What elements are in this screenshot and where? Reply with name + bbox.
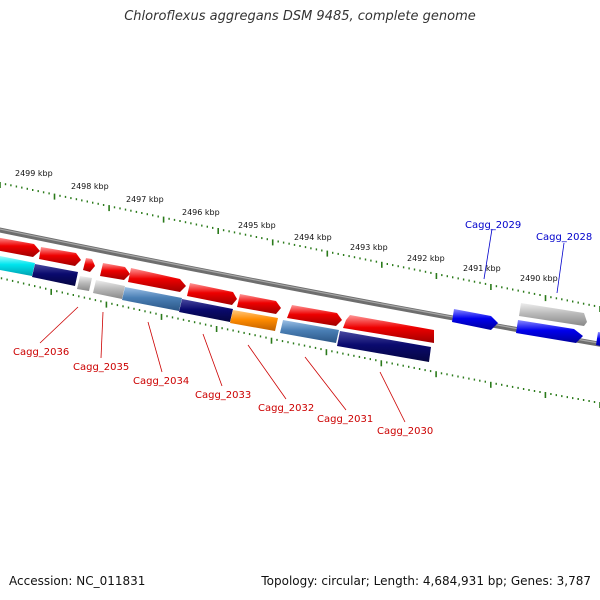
gene-feature-red[interactable]: [39, 247, 81, 266]
gene-feature-blue[interactable]: [516, 320, 583, 343]
gene-feature-red[interactable]: [0, 237, 40, 257]
gene-feature-blue[interactable]: [596, 332, 600, 347]
gene-feature-navy[interactable]: [32, 264, 78, 286]
inner-tick-track: [0, 277, 600, 408]
label-leader-line: [147, 321, 163, 373]
scale-label: 2498 kbp: [71, 182, 109, 191]
genome-summary-text: Topology: circular; Length: 4,684,931 bp…: [261, 574, 591, 588]
scale-label: 2496 kbp: [182, 208, 220, 217]
gene-feature-blue[interactable]: [452, 309, 498, 330]
forward-strand-features: [0, 237, 600, 347]
gene-feature-gray[interactable]: [519, 303, 587, 326]
label-leader-line: [39, 306, 79, 344]
gene-label-cagg-2033[interactable]: Cagg_2033: [195, 390, 251, 401]
gene-feature-red[interactable]: [128, 268, 186, 292]
scale-label: 2499 kbp: [15, 169, 53, 178]
reverse-strand-features: [0, 255, 431, 362]
gene-label-cagg-2036[interactable]: Cagg_2036: [13, 347, 69, 358]
gene-label-cagg-2030[interactable]: Cagg_2030: [377, 426, 433, 437]
gene-feature-red[interactable]: [287, 305, 342, 326]
gene-label-cagg-2031[interactable]: Cagg_2031: [317, 414, 373, 425]
accession-text: Accession: NC_011831: [9, 574, 146, 588]
gene-feature-orange[interactable]: [230, 310, 278, 331]
scale-label: 2491 kbp: [463, 264, 501, 273]
gene-feature-steel[interactable]: [122, 287, 182, 311]
label-leader-line: [379, 371, 406, 423]
scale-label: 2490 kbp: [520, 274, 558, 283]
gene-feature-cyan[interactable]: [0, 255, 35, 276]
label-leader-line: [100, 311, 104, 359]
label-leader-line: [202, 333, 223, 387]
gene-label-cagg-2035[interactable]: Cagg_2035: [73, 362, 129, 373]
scale-labels: 2499 kbp 2498 kbp 2497 kbp 2496 kbp 2495…: [15, 169, 558, 283]
scale-label: 2497 kbp: [126, 195, 164, 204]
label-leader-line: [304, 356, 347, 411]
gene-feature-red[interactable]: [237, 294, 281, 314]
gene-feature-steel[interactable]: [280, 320, 339, 343]
gene-feature-gray[interactable]: [93, 280, 125, 299]
gene-feature-red[interactable]: [187, 283, 237, 305]
gene-feature-gray[interactable]: [77, 276, 92, 291]
scale-label: 2494 kbp: [294, 233, 332, 242]
gene-feature-navy[interactable]: [337, 331, 431, 362]
gene-feature-navy[interactable]: [179, 299, 233, 322]
scale-label: 2493 kbp: [350, 243, 388, 252]
gene-label-cagg-2028[interactable]: Cagg_2028: [536, 232, 592, 243]
reverse-gene-labels: Cagg_2036 Cagg_2035 Cagg_2034 Cagg_2033 …: [13, 306, 433, 437]
label-leader-line: [556, 242, 565, 294]
gene-feature-red[interactable]: [343, 315, 434, 343]
scale-label: 2495 kbp: [238, 221, 276, 230]
map-title: Chloroflexus aggregans DSM 9485, complet…: [124, 9, 476, 24]
gene-feature-red[interactable]: [83, 258, 95, 272]
outer-tick-track: [0, 182, 600, 312]
gene-label-cagg-2029[interactable]: Cagg_2029: [465, 220, 521, 231]
gene-label-cagg-2034[interactable]: Cagg_2034: [133, 376, 189, 387]
forward-gene-labels: Cagg_2029 Cagg_2028: [465, 220, 592, 294]
label-leader-line: [247, 344, 287, 400]
gene-label-cagg-2032[interactable]: Cagg_2032: [258, 403, 314, 414]
gene-feature-red[interactable]: [100, 263, 130, 280]
scale-label: 2492 kbp: [407, 254, 445, 263]
label-leader-line: [483, 228, 493, 280]
